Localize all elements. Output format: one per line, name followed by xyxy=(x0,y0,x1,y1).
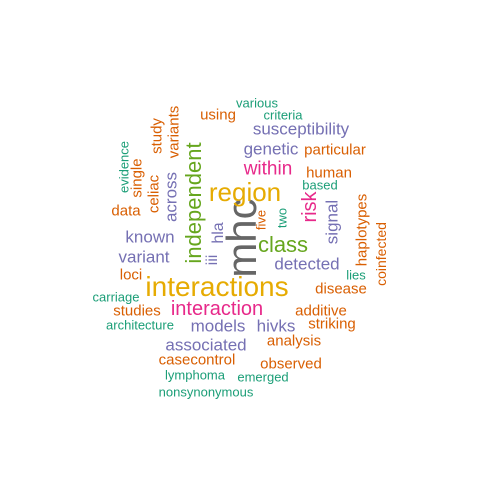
word-risk: risk xyxy=(299,191,321,223)
word-using: using xyxy=(200,106,236,124)
word-evidence: evidence xyxy=(116,140,132,194)
word-carriage: carriage xyxy=(92,289,140,305)
word-five: five xyxy=(253,209,269,231)
word-coinfected: coinfected xyxy=(373,222,389,286)
word-across: across xyxy=(161,171,181,223)
word-detected: detected xyxy=(274,254,340,274)
word-studies: studies xyxy=(113,302,161,320)
word-study: study xyxy=(148,118,166,154)
word-associated: associated xyxy=(165,335,247,355)
word-emerged: emerged xyxy=(237,369,289,385)
word-human: human xyxy=(306,164,352,182)
word-observed: observed xyxy=(260,355,322,373)
word-casecontrol: casecontrol xyxy=(158,351,236,369)
word-independent: independent xyxy=(181,142,206,264)
word-genetic: genetic xyxy=(243,139,299,159)
word-known: known xyxy=(125,227,175,247)
word-lymphoma: lymphoma xyxy=(165,367,225,383)
word-celiac: celiac xyxy=(145,174,163,214)
word-nonsynonymous: nonsynonymous xyxy=(158,384,254,400)
word-variants: variants xyxy=(165,105,183,159)
word-architecture: architecture xyxy=(106,317,174,333)
word-models: models xyxy=(190,316,246,336)
word-variant: variant xyxy=(118,247,170,267)
word-based: based xyxy=(302,177,338,193)
word-interactions: interactions xyxy=(145,271,289,302)
word-hla: hla xyxy=(210,222,227,244)
word-iii: iii xyxy=(204,254,221,266)
word-hivks: hivks xyxy=(256,316,296,336)
word-additive: additive xyxy=(295,302,347,320)
word-analysis: analysis xyxy=(266,332,322,350)
word-signal: signal xyxy=(322,199,342,245)
word-class: class xyxy=(257,232,309,257)
word-haplotypes: haplotypes xyxy=(353,193,371,267)
word-loci: loci xyxy=(119,266,143,284)
word-two: two xyxy=(274,207,290,229)
word-data: data xyxy=(111,202,141,220)
word-lies: lies xyxy=(346,267,366,283)
word-various: various xyxy=(236,95,278,111)
word-particular: particular xyxy=(304,141,366,159)
word-criteria: criteria xyxy=(263,107,303,123)
word-striking: striking xyxy=(308,315,356,333)
word-single: single xyxy=(128,158,146,198)
word-susceptibility: susceptibility xyxy=(252,119,350,139)
word-within: within xyxy=(243,158,293,180)
word-disease: disease xyxy=(315,280,367,298)
word-interaction: interaction xyxy=(170,298,264,320)
word-region: region xyxy=(208,177,282,207)
